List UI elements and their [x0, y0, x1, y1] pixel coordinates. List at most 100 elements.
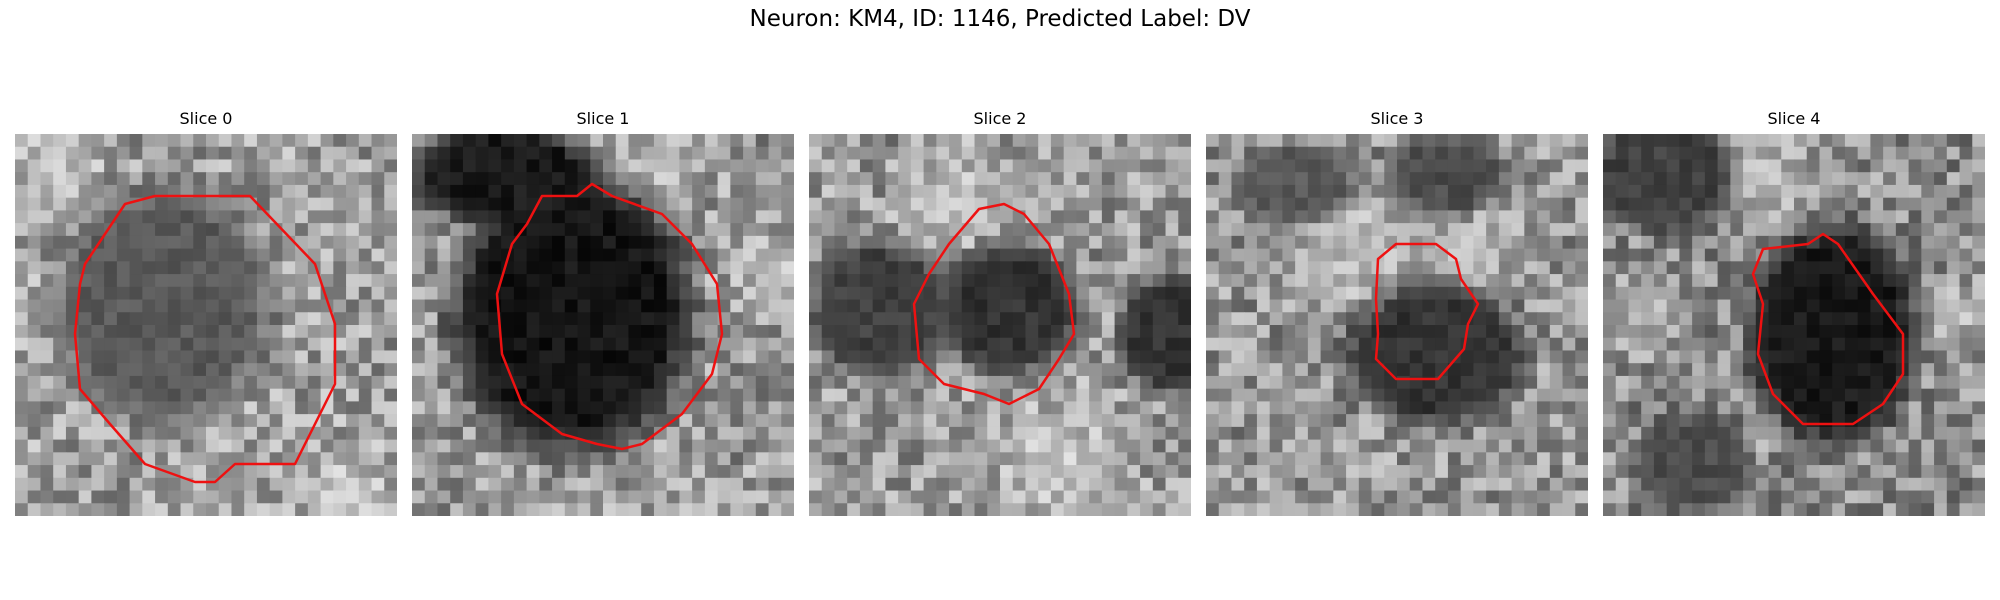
pixel: [692, 350, 706, 364]
pixel: [809, 274, 823, 288]
pixel: [1679, 414, 1693, 428]
pixel: [768, 312, 782, 326]
pixel: [1768, 363, 1782, 377]
pixel: [1371, 350, 1385, 364]
pixel: [1486, 223, 1500, 237]
pixel: [1282, 223, 1296, 237]
pixel: [641, 223, 655, 237]
pixel: [27, 299, 41, 313]
pixel: [1537, 465, 1551, 479]
pixel: [1692, 388, 1706, 402]
pixel: [539, 426, 553, 441]
pixel: [1819, 146, 1833, 160]
pixel: [1615, 312, 1629, 326]
pixel: [1218, 414, 1232, 428]
pixel: [755, 452, 770, 466]
pixel: [384, 261, 397, 275]
pixel: [1038, 197, 1052, 211]
pixel: [295, 261, 309, 275]
pixel: [859, 350, 874, 364]
pixel: [307, 184, 322, 199]
pixel: [1717, 388, 1731, 402]
pixel: [615, 261, 629, 275]
pixel: [923, 299, 937, 313]
pixel: [1435, 261, 1449, 275]
pixel: [1972, 286, 1985, 301]
pixel: [1524, 490, 1538, 504]
pixel: [1653, 325, 1668, 339]
pixel: [1218, 426, 1232, 441]
pixel: [834, 312, 848, 326]
pixel: [704, 184, 719, 199]
pixel: [513, 325, 528, 339]
pixel: [462, 465, 477, 479]
pixel: [1140, 414, 1154, 428]
pixel: [244, 134, 258, 148]
pixel: [116, 363, 131, 377]
pixel: [1152, 503, 1167, 516]
pixel: [1101, 159, 1116, 173]
pixel: [1511, 159, 1525, 173]
pixel: [1460, 261, 1474, 275]
pixel: [1692, 401, 1706, 415]
pixel: [1870, 426, 1884, 441]
pixel: [577, 337, 591, 351]
pixel: [1178, 159, 1191, 173]
pixel: [1768, 134, 1782, 148]
pixel: [885, 274, 899, 288]
pixel: [1730, 325, 1744, 339]
pixel: [898, 375, 912, 390]
pixel: [346, 312, 360, 326]
pixel: [1679, 159, 1693, 173]
pixel: [1498, 375, 1513, 390]
pixel: [1358, 172, 1373, 186]
pixel: [91, 299, 105, 313]
pixel: [1397, 299, 1411, 313]
pixel: [424, 350, 438, 364]
pixel: [898, 452, 912, 466]
pixel: [1384, 223, 1398, 237]
pixel: [1666, 210, 1680, 224]
pixel: [1447, 477, 1462, 492]
pixel: [1089, 159, 1103, 173]
pixel: [987, 477, 1001, 492]
pixel: [1447, 286, 1462, 301]
pixel: [1101, 172, 1116, 186]
pixel: [450, 286, 464, 301]
pixel: [78, 312, 92, 326]
pixel: [167, 452, 182, 466]
pixel: [1946, 388, 1961, 402]
pixel: [1615, 414, 1629, 428]
pixel: [450, 363, 464, 377]
pixel: [1127, 261, 1141, 275]
pixel: [1206, 439, 1220, 453]
pixel: [1870, 414, 1884, 428]
pixel: [1628, 426, 1642, 441]
pixel: [1447, 312, 1462, 326]
pixel: [40, 223, 54, 237]
pixel: [1282, 172, 1296, 186]
pixel: [1832, 388, 1846, 402]
pixel: [809, 286, 823, 301]
pixel: [653, 401, 668, 415]
pixel: [1140, 248, 1154, 262]
pixel: [1679, 477, 1693, 492]
pixel: [1768, 184, 1782, 199]
pixel: [1447, 223, 1462, 237]
pixel: [462, 375, 477, 390]
pixel: [129, 184, 143, 199]
pixel: [1972, 363, 1985, 377]
pixel: [1218, 223, 1232, 237]
pixel: [1653, 375, 1668, 390]
pixel: [717, 286, 731, 301]
pixel: [1409, 312, 1423, 326]
pixel: [987, 134, 1001, 148]
pixel: [1615, 375, 1629, 390]
pixel: [1628, 388, 1642, 402]
pixel: [1575, 363, 1588, 377]
pixel: [666, 197, 680, 211]
pixel: [1089, 197, 1103, 211]
pixel: [653, 172, 668, 186]
pixel: [1050, 337, 1065, 351]
pixel: [1409, 363, 1423, 377]
